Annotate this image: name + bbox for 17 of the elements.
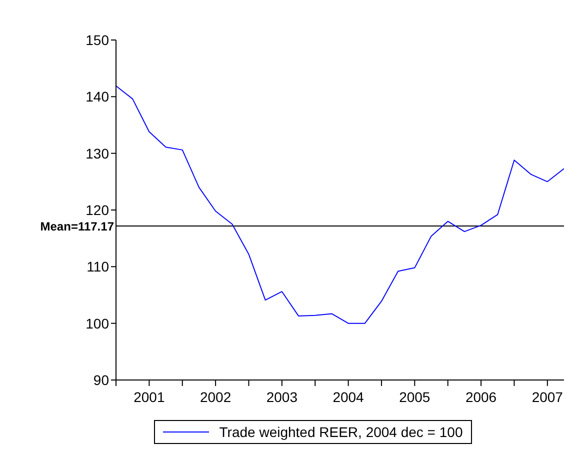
x-tick-label: 2007 bbox=[532, 389, 564, 405]
x-tick-label: 2004 bbox=[332, 389, 364, 405]
x-tick-label: 2003 bbox=[266, 389, 298, 405]
y-tick-label: 130 bbox=[86, 145, 110, 162]
y-tick-label: 120 bbox=[86, 202, 110, 218]
y-tick-label: 110 bbox=[86, 258, 110, 275]
line-series bbox=[116, 85, 564, 324]
x-tick-label: 2002 bbox=[200, 389, 232, 405]
x-tick-label: 2006 bbox=[465, 389, 497, 405]
x-tick-label: 2005 bbox=[399, 389, 430, 405]
y-tick-label: 100 bbox=[86, 315, 110, 332]
y-tick-label: 150 bbox=[86, 32, 110, 48]
x-tick-label: 2001 bbox=[134, 389, 165, 405]
ref-line-label: Mean=117.17 bbox=[40, 219, 114, 234]
y-tick-label: 140 bbox=[86, 88, 110, 105]
legend-label: Trade weighted REER, 2004 dec = 100 bbox=[219, 424, 463, 440]
y-tick-label: 90 bbox=[93, 372, 110, 388]
